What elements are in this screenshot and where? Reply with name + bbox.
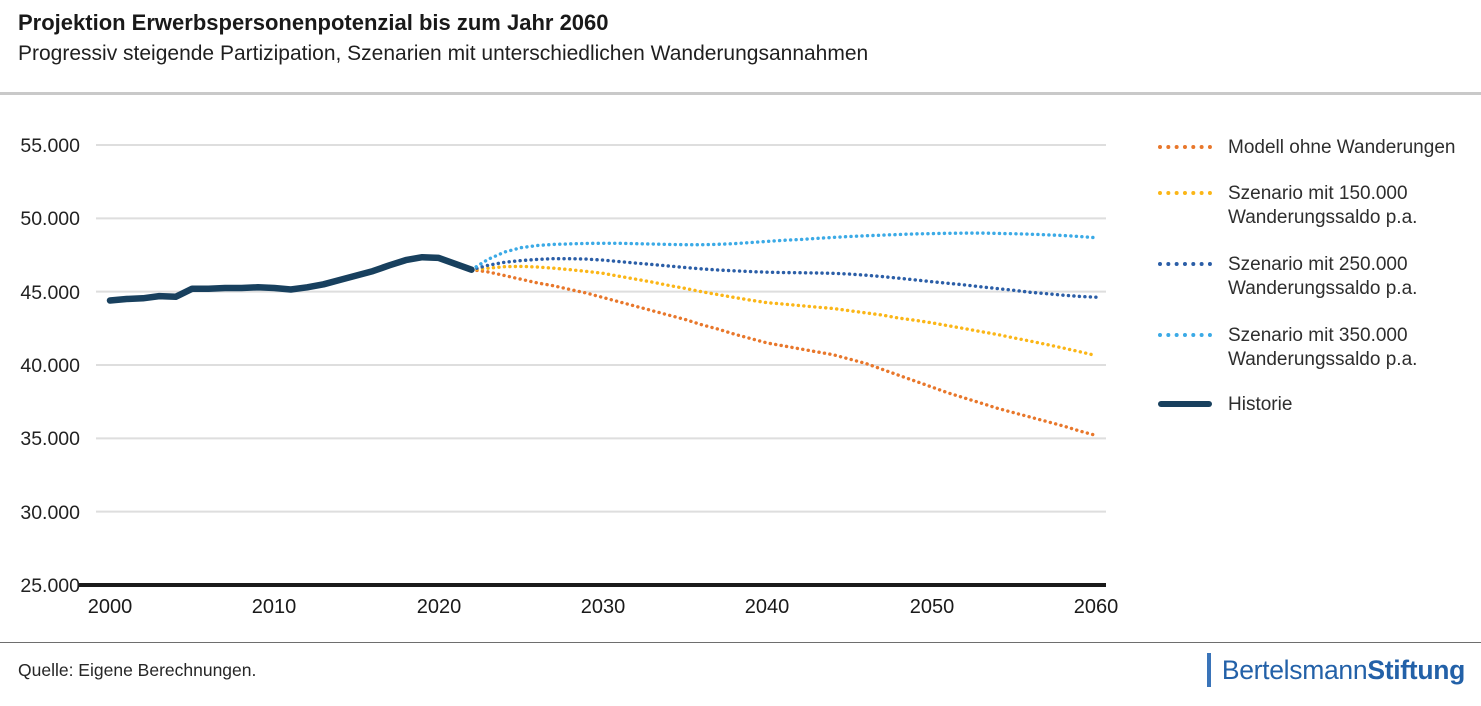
x-tick-label: 2010 <box>252 596 297 618</box>
y-tick-label: 45.000 <box>20 282 80 304</box>
x-tick-label: 2060 <box>1074 596 1119 618</box>
chart-subtitle: Progressiv steigende Partizipation, Szen… <box>18 42 869 65</box>
legend-item-modell-ohne-wanderungen: Modell ohne Wanderungen <box>1155 136 1475 160</box>
solid-line-swatch-icon <box>1158 401 1212 407</box>
legend-label-line2: Wanderungssaldo p.a. <box>1228 207 1418 228</box>
dotted-line-swatch-icon <box>1158 145 1212 149</box>
chart-title: Projektion Erwerbspersonenpotenzial bis … <box>18 10 609 35</box>
y-tick-label: 25.000 <box>20 575 80 597</box>
dotted-line-swatch-icon <box>1158 191 1212 195</box>
x-tick-label: 2040 <box>745 596 790 618</box>
header-divider <box>0 92 1481 95</box>
x-tick-label: 2020 <box>417 596 462 618</box>
axis-labels: 55.000 50.000 45.000 40.000 35.000 30.00… <box>20 135 1118 618</box>
y-tick-label: 40.000 <box>20 355 80 377</box>
y-tick-label: 35.000 <box>20 428 80 450</box>
legend-item-szenario-350000: Szenario mit 350.000 Wanderungssaldo p.a… <box>1155 324 1475 372</box>
y-tick-label: 55.000 <box>20 135 80 157</box>
x-tick-label: 2000 <box>88 596 133 618</box>
x-tick-label: 2050 <box>910 596 955 618</box>
legend-item-historie: Historie <box>1155 393 1475 417</box>
logo-bar-icon <box>1206 653 1211 687</box>
legend-label-line2: Wanderungssaldo p.a. <box>1228 349 1418 370</box>
legend-label-line2: Wanderungssaldo p.a. <box>1228 278 1418 299</box>
dotted-line-swatch-icon <box>1158 333 1212 337</box>
footer-divider <box>0 642 1481 643</box>
x-tick-label: 2030 <box>581 596 626 618</box>
source-note: Quelle: Eigene Berechnungen. <box>18 660 257 680</box>
legend-item-szenario-150000: Szenario mit 150.000 Wanderungssaldo p.a… <box>1155 182 1475 230</box>
logo-text-stiftung: Stiftung <box>1367 654 1465 685</box>
legend-label: Szenario mit 150.000 <box>1228 183 1408 204</box>
legend-item-szenario-250000: Szenario mit 250.000 Wanderungssaldo p.a… <box>1155 253 1475 301</box>
dotted-line-swatch-icon <box>1158 262 1212 266</box>
bertelsmann-stiftung-logo: Bertelsmann Stiftung <box>1206 650 1465 690</box>
legend-label: Modell ohne Wanderungen <box>1228 137 1456 158</box>
gridlines <box>79 144 1106 587</box>
y-tick-label: 30.000 <box>20 502 80 524</box>
legend-label: Szenario mit 250.000 <box>1228 254 1408 275</box>
line-chart-plot: 55.000 50.000 45.000 40.000 35.000 30.00… <box>20 135 1118 618</box>
logo-text-bertelsmann: Bertelsmann <box>1221 654 1368 685</box>
legend-label: Szenario mit 350.000 <box>1228 325 1408 346</box>
chart-legend: Modell ohne Wanderungen Szenario mit 150… <box>1155 100 1475 520</box>
y-tick-label: 50.000 <box>20 208 80 230</box>
chart-area: 55.000 50.000 45.000 40.000 35.000 30.00… <box>0 100 1455 640</box>
data-series-lines <box>106 231 1098 438</box>
header: Projektion Erwerbspersonenpotenzial bis … <box>18 8 1463 68</box>
legend-label: Historie <box>1228 394 1293 415</box>
